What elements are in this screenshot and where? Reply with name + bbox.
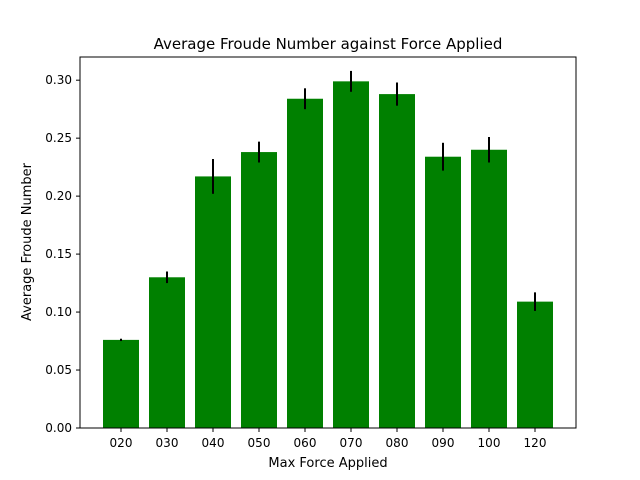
y-axis-label: Average Froude Number — [20, 162, 35, 321]
bar-030 — [149, 277, 185, 428]
plot-frame — [79, 56, 577, 429]
bar-040 — [195, 176, 231, 428]
bar-060 — [287, 98, 323, 429]
x-axis-ticks: 020 030 040 050 060 070 080 090 100 120 — [110, 428, 547, 450]
bar-120 — [517, 301, 553, 428]
x-tick-label-100: 100 — [478, 436, 501, 450]
x-tick-label-030: 030 — [156, 436, 179, 450]
y-tick-label-0: 0.00 — [45, 421, 72, 435]
chart-title: Average Froude Number against Force Appl… — [154, 35, 503, 53]
x-axis-label: Max Force Applied — [268, 456, 387, 471]
x-tick-label-070: 070 — [340, 436, 363, 450]
x-tick-label-090: 090 — [432, 436, 455, 450]
bar-090 — [425, 156, 461, 429]
bar-020 — [103, 339, 139, 428]
x-tick-label-120: 120 — [524, 436, 547, 450]
x-tick-label-060: 060 — [294, 436, 317, 450]
x-tick-label-050: 050 — [248, 436, 271, 450]
x-tick-label-020: 020 — [110, 436, 133, 450]
bar-080 — [379, 94, 415, 428]
y-tick-label-4: 0.20 — [45, 189, 72, 203]
y-tick-label-2: 0.10 — [45, 305, 72, 319]
bar-070 — [333, 81, 369, 429]
bar-100 — [471, 149, 507, 428]
x-tick-label-040: 040 — [202, 436, 225, 450]
error-bars-group — [120, 70, 536, 342]
x-tick-label-080: 080 — [386, 436, 409, 450]
y-axis-ticks: 0.00 0.05 0.10 0.15 0.20 0.25 0.30 — [45, 73, 80, 435]
bar-050 — [241, 152, 277, 428]
bars-group — [103, 81, 553, 429]
y-tick-label-6: 0.30 — [45, 73, 72, 87]
y-tick-label-3: 0.15 — [45, 247, 72, 261]
y-tick-label-5: 0.25 — [45, 131, 72, 145]
y-tick-label-1: 0.05 — [45, 363, 72, 377]
